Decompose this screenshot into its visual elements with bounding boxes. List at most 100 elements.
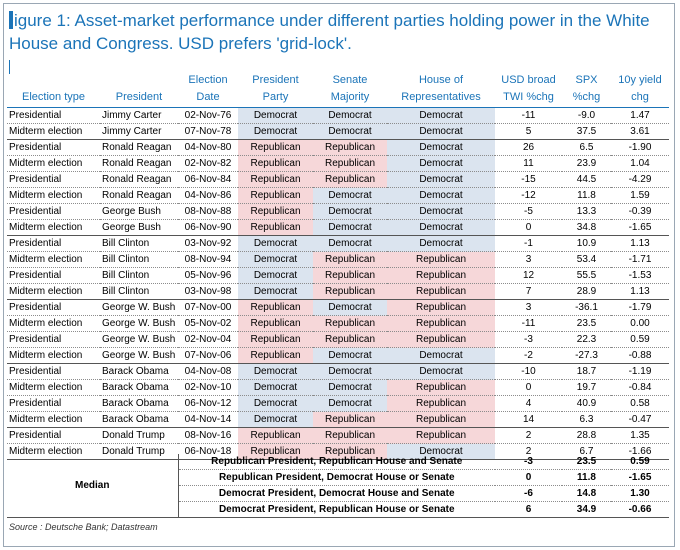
- cell-election-date: 07-Nov-78: [178, 123, 238, 140]
- cell-spx-chg: 44.5: [562, 171, 611, 188]
- cell-president: Barack Obama: [100, 363, 178, 380]
- cell-election-type: Presidential: [7, 203, 100, 220]
- cell-election-type: Presidential: [7, 331, 100, 348]
- cell-election-date: 07-Nov-00: [178, 299, 238, 316]
- median-usd: 0: [495, 469, 562, 486]
- cell-yield-chg: 1.59: [611, 187, 669, 204]
- cell-election-date: 07-Nov-06: [178, 347, 238, 364]
- cell-election-date: 04-Nov-14: [178, 411, 238, 428]
- cell-election-type: Midterm election: [7, 347, 100, 364]
- cell-house: Democrat: [387, 107, 495, 124]
- cell-election-date: 02-Nov-76: [178, 107, 238, 124]
- cell-spx-chg: 10.9: [562, 235, 611, 252]
- header-spx-2: %chg: [562, 90, 611, 108]
- cell-yield-chg: -1.53: [611, 267, 669, 284]
- cell-election-date: 02-Nov-04: [178, 331, 238, 348]
- cell-president: George W. Bush: [100, 299, 178, 316]
- cell-election-date: 02-Nov-10: [178, 379, 238, 396]
- median-description: Democrat President, Republican House or …: [178, 501, 495, 518]
- cell-spx-chg: 18.7: [562, 363, 611, 380]
- cell-usd-chg: 12: [495, 267, 562, 284]
- cell-president: George W. Bush: [100, 315, 178, 332]
- cell-spx-chg: 13.3: [562, 203, 611, 220]
- cell-spx-chg: 19.7: [562, 379, 611, 396]
- table-row: Midterm election Bill Clinton 08-Nov-94 Dem…: [7, 251, 669, 268]
- cell-president-party: Republican: [238, 171, 313, 188]
- median-spx: 34.9: [562, 501, 611, 518]
- median-row: Democrat President, Republican House or …: [7, 501, 669, 518]
- cell-yield-chg: 1.13: [611, 235, 669, 252]
- cell-president-party: Republican: [238, 331, 313, 348]
- cell-senate-majority: Democrat: [313, 203, 387, 220]
- cell-house: Republican: [387, 315, 495, 332]
- cell-usd-chg: 4: [495, 395, 562, 412]
- cell-election-type: Midterm election: [7, 123, 100, 140]
- cell-usd-chg: 5: [495, 123, 562, 140]
- cell-senate-majority: Republican: [313, 139, 387, 156]
- cell-president-party: Republican: [238, 203, 313, 220]
- cell-president-party: Democrat: [238, 395, 313, 412]
- cell-usd-chg: -2: [495, 347, 562, 364]
- figure-frame: [3, 3, 675, 547]
- cell-usd-chg: 0: [495, 379, 562, 396]
- cell-election-type: Presidential: [7, 427, 100, 444]
- title-marker: [9, 11, 13, 29]
- header-usd-1: USD broad: [501, 74, 556, 86]
- table-row: Midterm election Ronald Reagan 02-Nov-82 Re…: [7, 155, 669, 172]
- cell-president-party: Democrat: [238, 411, 313, 428]
- cell-senate-majority: Democrat: [313, 187, 387, 204]
- table-row: Presidential George W. Bush 07-Nov-00 Repub…: [7, 299, 669, 316]
- cell-yield-chg: -1.90: [611, 139, 669, 156]
- cell-president-party: Republican: [238, 315, 313, 332]
- median-row: Republican President, Democrat House or …: [7, 469, 669, 486]
- cell-spx-chg: 23.5: [562, 315, 611, 332]
- cell-president-party: Democrat: [238, 123, 313, 140]
- cell-president: Barack Obama: [100, 395, 178, 412]
- cell-senate-majority: Democrat: [313, 235, 387, 252]
- cell-usd-chg: 3: [495, 251, 562, 268]
- median-spx: 14.8: [562, 485, 611, 502]
- cell-spx-chg: 6.5: [562, 139, 611, 156]
- cell-election-type: Midterm election: [7, 155, 100, 172]
- cell-house: Democrat: [387, 171, 495, 188]
- cell-yield-chg: -0.39: [611, 203, 669, 220]
- header-spx-1: SPX: [575, 74, 598, 86]
- cell-president: George Bush: [100, 203, 178, 220]
- cell-house: Democrat: [387, 347, 495, 364]
- cell-election-date: 06-Nov-90: [178, 219, 238, 236]
- header-election-date-1: Election: [188, 74, 228, 86]
- cell-president-party: Democrat: [238, 235, 313, 252]
- cell-usd-chg: -11: [495, 315, 562, 332]
- cell-yield-chg: -0.88: [611, 347, 669, 364]
- cell-president: Jimmy Carter: [100, 107, 178, 124]
- cell-senate-majority: Republican: [313, 155, 387, 172]
- median-table: Median Republican President, Republican H…: [7, 454, 669, 518]
- cell-election-type: Presidential: [7, 299, 100, 316]
- median-spx: 23.5: [562, 454, 611, 470]
- cell-election-type: Midterm election: [7, 411, 100, 428]
- cell-election-date: 05-Nov-02: [178, 315, 238, 332]
- cell-house: Republican: [387, 379, 495, 396]
- cell-spx-chg: 37.5: [562, 123, 611, 140]
- cell-senate-majority: Democrat: [313, 219, 387, 236]
- median-usd: 6: [495, 501, 562, 518]
- cell-spx-chg: 28.9: [562, 283, 611, 300]
- table-row: Presidential Ronald Reagan 06-Nov-84 Republ…: [7, 171, 669, 188]
- cell-election-date: 04-Nov-86: [178, 187, 238, 204]
- cell-election-type: Midterm election: [7, 379, 100, 396]
- cell-election-type: Presidential: [7, 107, 100, 124]
- cell-house: Republican: [387, 267, 495, 284]
- cell-usd-chg: 2: [495, 427, 562, 444]
- header-row-bottom: Election type President Date Party Major…: [7, 90, 669, 108]
- cell-senate-majority: Democrat: [313, 379, 387, 396]
- cell-election-type: Presidential: [7, 139, 100, 156]
- cell-election-date: 06-Nov-12: [178, 395, 238, 412]
- table-row: Midterm election George W. Bush 07-Nov-06 R…: [7, 347, 669, 364]
- cell-senate-majority: Republican: [313, 427, 387, 444]
- median-yield: -0.66: [611, 501, 669, 518]
- cell-house: Democrat: [387, 139, 495, 156]
- header-house-2: Representatives: [387, 90, 495, 108]
- cell-senate-majority: Republican: [313, 411, 387, 428]
- median-yield: 0.59: [611, 454, 669, 470]
- cell-yield-chg: 1.04: [611, 155, 669, 172]
